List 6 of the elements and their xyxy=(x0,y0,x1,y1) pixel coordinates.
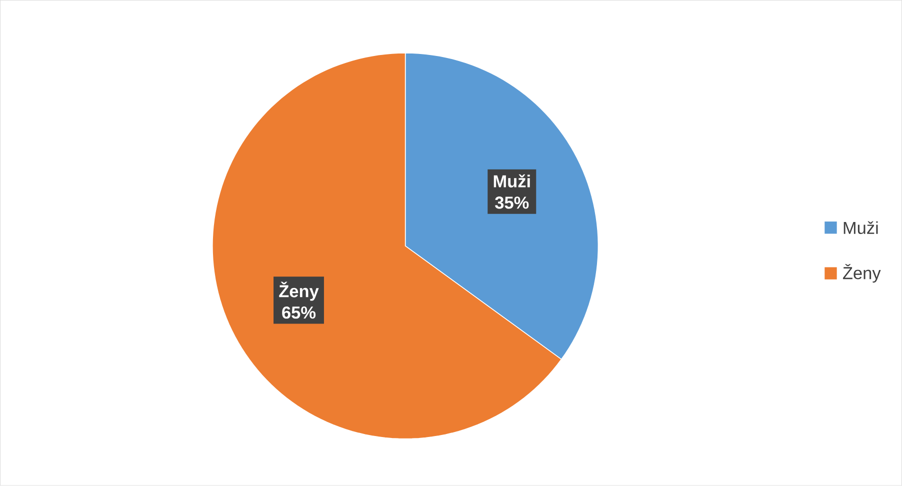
legend-label: Muži xyxy=(844,221,878,234)
slice-label: Ženy xyxy=(279,282,319,301)
slice-label: Muži xyxy=(494,174,530,188)
data-label: 65% xyxy=(282,306,316,319)
legend-label: Ženy xyxy=(842,264,881,283)
data-label: 35% xyxy=(495,196,529,209)
